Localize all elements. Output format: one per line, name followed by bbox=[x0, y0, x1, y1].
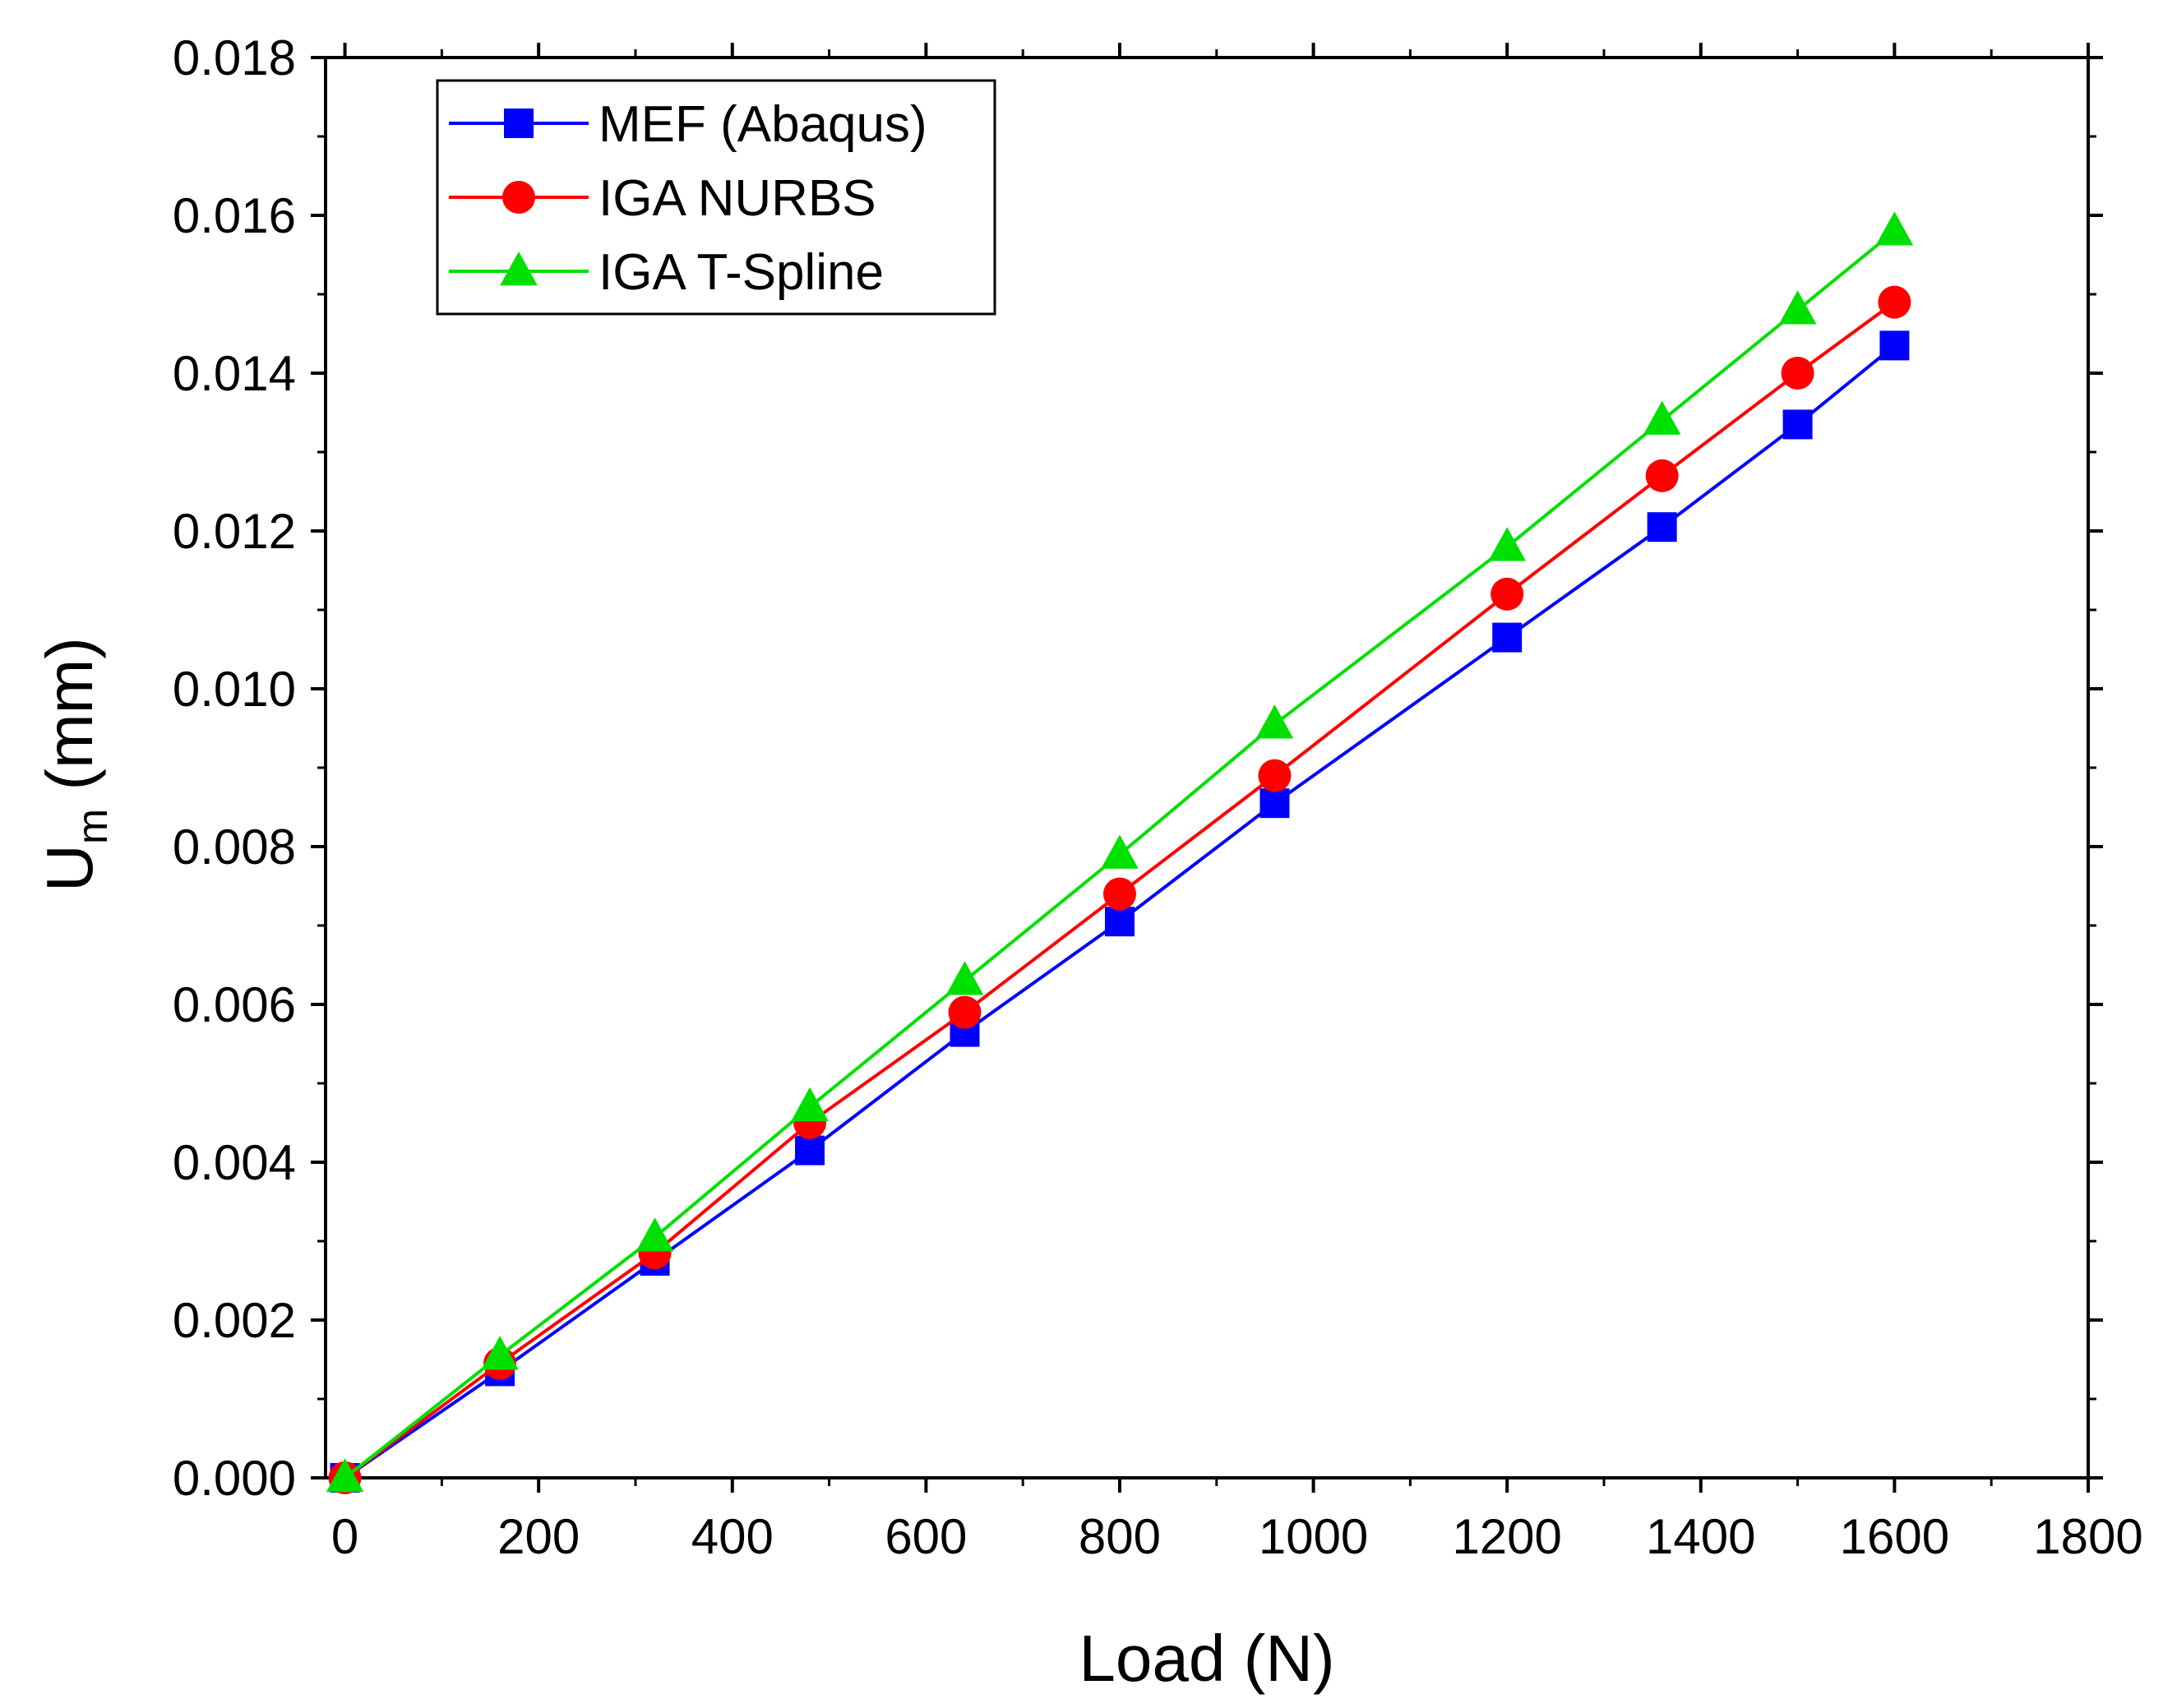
data-point bbox=[1782, 409, 1813, 440]
series-triangle bbox=[326, 211, 1914, 1493]
x-tick-label: 1200 bbox=[1452, 1509, 1561, 1564]
y-axis-title-subscript: m bbox=[69, 809, 117, 844]
x-tick-label: 600 bbox=[885, 1509, 967, 1564]
legend-marker bbox=[504, 108, 534, 138]
y-axis-title-unit: (mm) bbox=[33, 637, 106, 809]
data-point bbox=[1878, 285, 1911, 319]
y-tick-label: 0.018 bbox=[173, 30, 296, 85]
x-tick-label: 200 bbox=[497, 1509, 580, 1564]
y-tick-label: 0.012 bbox=[173, 504, 296, 559]
legend-label: IGA NURBS bbox=[599, 170, 876, 227]
legend-marker bbox=[500, 252, 538, 286]
data-point bbox=[1101, 834, 1139, 869]
data-point bbox=[1781, 357, 1814, 390]
data-point bbox=[1645, 459, 1679, 492]
y-tick-label: 0.006 bbox=[173, 977, 296, 1032]
data-point bbox=[1492, 622, 1523, 653]
y-axis-title-main: U bbox=[33, 844, 106, 892]
data-point bbox=[1488, 527, 1526, 561]
y-tick-label: 0.010 bbox=[173, 662, 296, 717]
data-point bbox=[1258, 759, 1292, 792]
data-point bbox=[1778, 290, 1817, 325]
legend-marker bbox=[502, 181, 535, 214]
data-point bbox=[791, 1087, 829, 1122]
data-point bbox=[1102, 877, 1136, 911]
series-group bbox=[326, 211, 1914, 1494]
y-axis-title: Um (mm) bbox=[33, 637, 117, 892]
data-point bbox=[481, 1336, 519, 1370]
data-point bbox=[1255, 704, 1294, 739]
x-tick-label: 0 bbox=[331, 1509, 358, 1564]
data-point bbox=[1104, 907, 1135, 937]
data-point bbox=[795, 1135, 825, 1166]
data-point bbox=[1647, 512, 1677, 542]
data-point bbox=[1875, 211, 1914, 246]
y-tick-label: 0.016 bbox=[173, 188, 296, 243]
y-tick-label: 0.004 bbox=[173, 1135, 296, 1190]
legend: MEF (Abaqus) IGA NURBS IGA T-Spline bbox=[436, 79, 996, 316]
y-tick-label: 0.014 bbox=[173, 346, 296, 401]
data-point bbox=[1259, 788, 1290, 819]
data-point bbox=[326, 1458, 364, 1493]
legend-label: MEF (Abaqus) bbox=[599, 96, 927, 153]
x-tick-label: 1600 bbox=[1840, 1509, 1949, 1564]
x-tick-label: 1000 bbox=[1259, 1509, 1368, 1564]
y-tick-label: 0.000 bbox=[173, 1451, 296, 1506]
x-tick-label: 800 bbox=[1079, 1509, 1161, 1564]
data-point bbox=[1879, 330, 1910, 361]
x-tick-label: 1400 bbox=[1646, 1509, 1755, 1564]
data-point bbox=[945, 961, 984, 995]
y-tick-label: 0.002 bbox=[173, 1293, 296, 1348]
data-point bbox=[1491, 577, 1524, 611]
data-point bbox=[635, 1217, 674, 1252]
y-tick-label: 0.008 bbox=[173, 819, 296, 875]
x-axis-title: Load (N) bbox=[1079, 1622, 1334, 1695]
legend-label: IGA T-Spline bbox=[599, 244, 884, 301]
data-point bbox=[1643, 400, 1681, 435]
data-point bbox=[948, 995, 982, 1029]
axes: 0 200 400 600 800 1000 1200 1400 1600 1800 0.000 0.… bbox=[173, 30, 2143, 1564]
x-tick-label: 400 bbox=[691, 1509, 774, 1564]
x-tick-label: 1800 bbox=[2033, 1509, 2142, 1564]
